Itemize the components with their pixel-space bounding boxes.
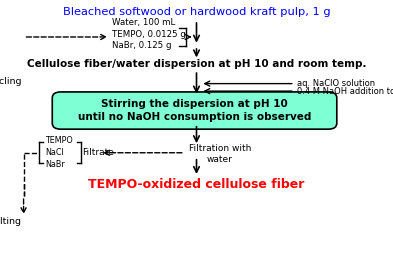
Text: Bleached softwood or hardwood kraft pulp, 1 g: Bleached softwood or hardwood kraft pulp… xyxy=(63,7,330,17)
Text: Stirring the dispersion at pH 10
until no NaOH consumption is observed: Stirring the dispersion at pH 10 until n… xyxy=(78,99,311,122)
Text: Cellulose fiber/water dispersion at pH 10 and room temp.: Cellulose fiber/water dispersion at pH 1… xyxy=(27,59,366,69)
Text: Desalting: Desalting xyxy=(0,217,22,226)
FancyBboxPatch shape xyxy=(52,92,337,129)
Text: TEMPO-oxidized cellulose fiber: TEMPO-oxidized cellulose fiber xyxy=(88,178,305,191)
Text: 0.4 M NaOH addition to keep pH 10: 0.4 M NaOH addition to keep pH 10 xyxy=(297,87,393,96)
Text: Filtration with
water: Filtration with water xyxy=(189,144,251,165)
Text: aq. NaClO solution: aq. NaClO solution xyxy=(297,79,375,88)
Text: Filtrate: Filtrate xyxy=(82,148,114,157)
Text: TEMPO
NaCl
NaBr: TEMPO NaCl NaBr xyxy=(45,136,73,169)
Text: Water, 100 mL
TEMPO, 0.0125 g
NaBr, 0.125 g: Water, 100 mL TEMPO, 0.0125 g NaBr, 0.12… xyxy=(112,18,186,50)
Text: Recycling: Recycling xyxy=(0,77,22,86)
